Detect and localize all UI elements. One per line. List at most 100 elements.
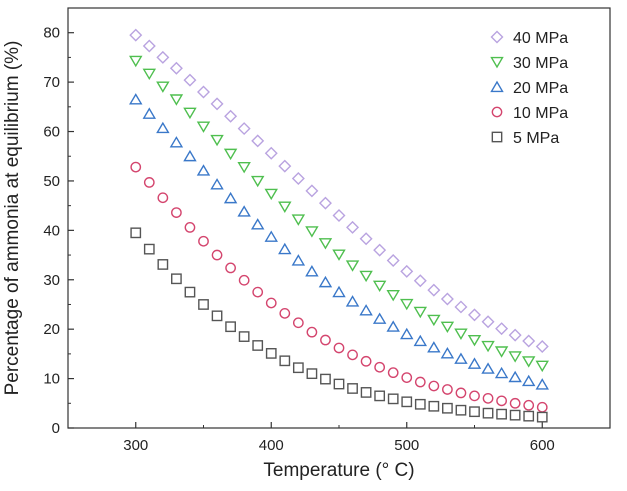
data-point — [374, 390, 386, 402]
legend-label: 5 MPa — [513, 130, 559, 147]
data-point — [413, 306, 428, 319]
data-point — [156, 81, 170, 93]
data-point — [183, 107, 197, 120]
y-tick-label: 60 — [43, 124, 60, 141]
data-point — [225, 262, 236, 274]
data-point — [495, 322, 509, 336]
data-point — [360, 355, 372, 367]
data-point — [292, 362, 304, 374]
data-point — [333, 378, 345, 390]
data-point — [509, 409, 521, 421]
data-point — [142, 39, 156, 53]
legend-item: 30 MPa — [490, 55, 568, 72]
data-point — [278, 242, 292, 255]
data-point — [468, 308, 481, 322]
data-point — [292, 317, 304, 329]
x-axis: 300 400 500 600 — [67, 422, 611, 454]
data-point — [183, 73, 197, 87]
x-tick-label: 600 — [530, 437, 555, 454]
data-point — [387, 393, 399, 405]
data-point — [196, 164, 211, 176]
data-point — [279, 355, 291, 367]
data-point — [278, 159, 292, 173]
data-point — [237, 122, 251, 136]
series-5-mpa — [130, 227, 548, 423]
data-point — [211, 249, 223, 261]
data-point — [401, 372, 413, 383]
data-point — [345, 295, 360, 307]
legend-marker — [490, 30, 504, 44]
data-point — [414, 398, 426, 410]
data-point — [494, 346, 509, 358]
x-axis-title: Temperature (° C) — [263, 460, 414, 481]
data-point — [278, 201, 292, 213]
data-point — [142, 107, 157, 119]
data-point — [360, 387, 372, 398]
data-point — [413, 334, 428, 347]
x-tick-label: 300 — [123, 437, 148, 454]
data-point — [494, 366, 509, 379]
data-point — [251, 134, 265, 148]
data-point — [523, 410, 535, 422]
data-point — [183, 149, 197, 162]
y-tick-label: 10 — [43, 371, 60, 388]
data-point — [129, 55, 143, 68]
data-point — [496, 395, 507, 407]
data-point — [400, 298, 414, 311]
data-point — [237, 205, 251, 217]
data-point — [345, 260, 360, 272]
data-point — [156, 121, 170, 134]
data-point — [237, 162, 251, 174]
data-point — [318, 275, 333, 288]
data-point — [386, 254, 400, 267]
data-point — [171, 273, 182, 285]
series-40-mpa — [129, 28, 549, 353]
data-point — [210, 178, 224, 190]
data-point — [169, 136, 184, 148]
y-axis-title: Percentage of ammonia at equilibrium (%) — [2, 41, 23, 396]
data-point — [305, 265, 319, 277]
y-tick-label: 30 — [43, 272, 60, 289]
data-point — [156, 50, 170, 64]
x-tick-label: 400 — [259, 437, 284, 454]
data-point — [400, 327, 414, 340]
x-tick-label: 500 — [394, 437, 419, 454]
data-point — [252, 340, 264, 351]
data-point — [211, 310, 223, 322]
data-point — [332, 249, 346, 261]
data-point — [469, 406, 480, 418]
data-point — [521, 356, 536, 368]
data-point — [482, 407, 494, 419]
data-point — [305, 184, 319, 198]
data-point — [455, 404, 467, 416]
data-point — [536, 401, 548, 413]
data-point — [143, 243, 155, 255]
data-point — [225, 321, 236, 333]
data-point — [306, 368, 318, 380]
data-point — [373, 243, 387, 257]
data-point — [386, 320, 400, 332]
data-point — [372, 280, 387, 293]
data-point — [454, 328, 468, 340]
legend-label: 10 MPa — [513, 105, 568, 122]
data-point — [440, 292, 454, 306]
data-point — [169, 61, 183, 75]
data-point — [467, 334, 482, 347]
data-point — [210, 134, 224, 147]
data-point — [427, 341, 441, 353]
data-point — [347, 349, 358, 361]
data-point — [238, 331, 250, 342]
data-point — [359, 304, 373, 316]
data-point — [427, 314, 441, 327]
data-point — [291, 171, 305, 185]
data-point — [142, 68, 157, 81]
data-point — [440, 347, 455, 359]
y-tick-label: 70 — [43, 74, 60, 91]
data-point — [250, 218, 265, 230]
legend-item: 40 MPa — [490, 30, 568, 47]
data-point — [197, 85, 210, 99]
data-point — [224, 109, 238, 123]
data-point — [536, 411, 548, 423]
